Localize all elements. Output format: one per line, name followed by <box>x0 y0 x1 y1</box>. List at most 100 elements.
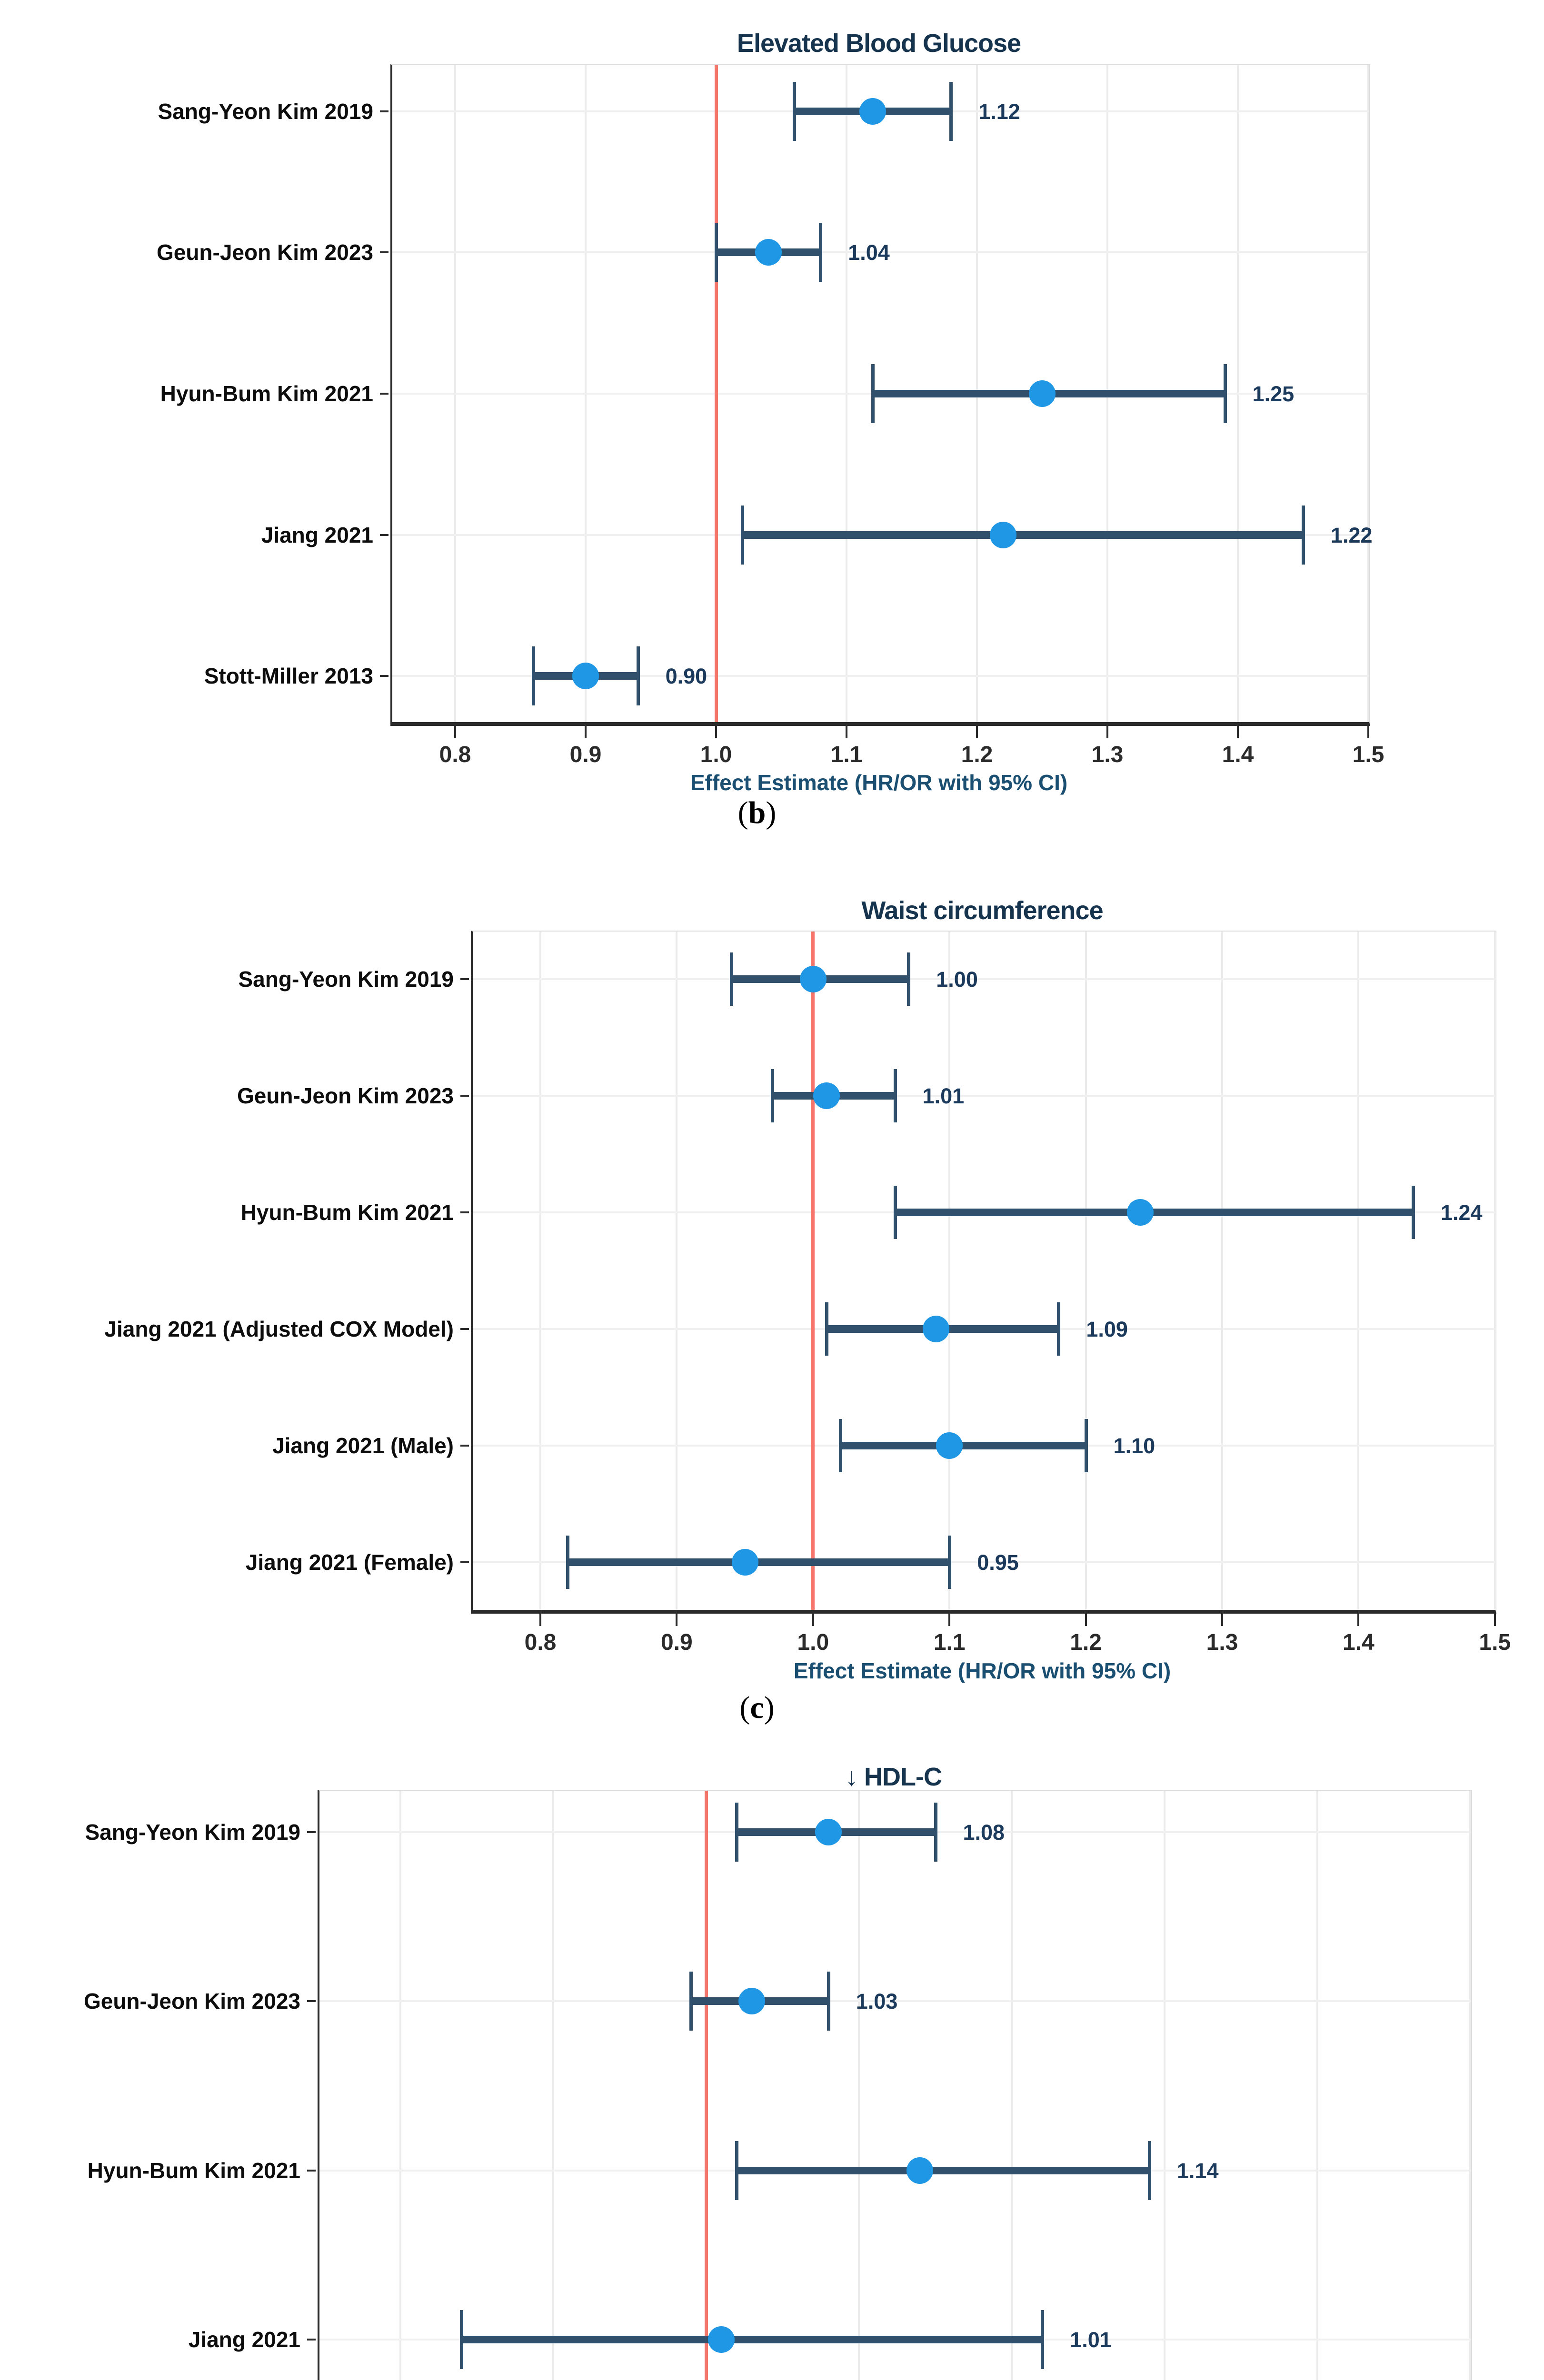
row-gridline <box>473 1094 1495 1097</box>
study-label: Jiang 2021 (Adjusted COX Model) <box>104 1317 454 1342</box>
y-tick-mark <box>307 2169 316 2172</box>
x-tick-label: 1.3 <box>1091 742 1124 767</box>
ci-bar <box>737 2166 1149 2174</box>
ci-cap-upper <box>827 1972 830 2031</box>
x-gridline <box>1011 1791 1013 2380</box>
y-tick-mark <box>460 1094 469 1097</box>
point-marker <box>731 1549 758 1576</box>
study-label: Jiang 2021 (Male) <box>272 1433 454 1458</box>
x-tick-mark <box>715 726 717 738</box>
y-tick-mark <box>307 2339 316 2341</box>
ci-cap-upper <box>1057 1302 1061 1356</box>
x-tick-mark <box>676 1614 678 1626</box>
ci-cap-lower <box>729 952 733 1006</box>
study-label: Geun-Jeon Kim 2023 <box>237 1083 454 1108</box>
ci-cap-lower <box>793 81 797 141</box>
x-tick-mark <box>1085 1614 1087 1626</box>
ci-cap-lower <box>735 2141 739 2200</box>
x-tick-mark <box>1357 1614 1360 1626</box>
x-tick-mark <box>1367 726 1369 738</box>
x-tick-mark <box>1237 726 1239 738</box>
x-tick-mark <box>539 1614 541 1626</box>
x-gridline <box>1357 932 1360 1610</box>
ci-cap-upper <box>893 1069 897 1122</box>
x-tick-label: 1.0 <box>797 1630 829 1655</box>
x-tick-label: 1.4 <box>1222 742 1254 767</box>
y-tick-mark <box>380 110 388 112</box>
point-marker <box>936 1432 963 1459</box>
row-gridline <box>392 251 1369 254</box>
x-gridline <box>1221 932 1223 1610</box>
x-tick-label: 0.9 <box>569 742 602 767</box>
ci-cap-lower <box>871 364 875 423</box>
y-tick-mark <box>307 1831 316 1833</box>
study-label: Jiang 2021 <box>261 522 373 547</box>
ci-cap-upper <box>819 223 823 282</box>
ci-cap-upper <box>934 1802 937 1862</box>
ci-bar <box>840 1442 1086 1450</box>
ci-cap-upper <box>907 952 911 1006</box>
y-tick-mark <box>380 251 388 254</box>
point-marker <box>738 1988 766 2015</box>
value-label: 0.95 <box>977 1550 1019 1575</box>
study-label: Sang-Yeon Kim 2019 <box>238 966 454 992</box>
chart-d-title: ↓ HDL-C <box>845 1762 942 1791</box>
ci-cap-lower <box>532 646 536 706</box>
point-marker <box>708 2326 735 2353</box>
value-label: 0.90 <box>665 664 707 689</box>
ci-cap-lower <box>839 1419 843 1473</box>
x-tick-label: 1.4 <box>1343 1630 1375 1655</box>
ci-cap-lower <box>740 505 744 565</box>
y-tick-mark <box>460 978 469 980</box>
x-gridline <box>552 1791 554 2380</box>
x-gridline <box>1469 1791 1471 2380</box>
x-tick-label: 1.0 <box>700 742 732 767</box>
point-marker <box>813 1082 840 1109</box>
chart-c-title: Waist circumference <box>861 896 1103 925</box>
chart-b-x-axis-label: Effect Estimate (HR/OR with 95% CI) <box>690 770 1068 795</box>
chart-b-plot-area: 0.8 0.9 1.0 1.1 1.2 1.3 1.4 1.5 Sang-Yeon Kim 20… <box>157 64 1384 767</box>
chart-c-x-axis-label: Effect Estimate (HR/OR with 95% CI) <box>793 1658 1171 1683</box>
ci-cap-lower <box>893 1185 897 1239</box>
ci-cap-upper <box>1084 1419 1088 1473</box>
y-tick-mark <box>380 675 388 677</box>
x-gridline <box>539 932 541 1610</box>
x-gridline <box>676 932 678 1610</box>
point-marker <box>799 965 827 992</box>
value-label: 1.12 <box>978 99 1020 124</box>
point-marker <box>1127 1199 1154 1226</box>
study-label: Stott-Miller 2013 <box>204 664 373 689</box>
ci-bar <box>568 1558 950 1567</box>
x-tick-label: 0.9 <box>661 1630 693 1655</box>
point-marker <box>922 1316 949 1343</box>
value-label: 1.01 <box>922 1083 965 1108</box>
ci-cap-lower <box>825 1302 829 1356</box>
y-tick-mark <box>380 393 388 395</box>
ci-cap-upper <box>1041 2310 1045 2370</box>
value-label: 1.09 <box>1086 1317 1128 1342</box>
point-marker <box>906 2157 934 2184</box>
x-tick-label: 1.5 <box>1479 1630 1511 1655</box>
y-tick-mark <box>460 1445 469 1447</box>
value-label: 1.25 <box>1252 382 1295 406</box>
value-label: 1.03 <box>856 1989 898 2014</box>
x-tick-mark <box>846 726 847 738</box>
x-tick-label: 0.8 <box>439 742 471 767</box>
study-label: Hyun-Bum Kim 2021 <box>87 2158 300 2183</box>
x-gridline <box>1164 1791 1165 2380</box>
ci-cap-lower <box>770 1069 774 1122</box>
ci-cap-lower <box>735 1802 739 1862</box>
x-tick-label: 1.1 <box>830 742 863 767</box>
row-gridline <box>473 1561 1495 1564</box>
x-gridline <box>1316 1791 1318 2380</box>
value-label: 1.04 <box>848 240 890 265</box>
point-marker <box>1029 380 1056 407</box>
chart-c-caption: (c) <box>739 1690 775 1725</box>
value-label: 1.10 <box>1113 1434 1156 1458</box>
chart-b-caption: (b) <box>737 795 777 830</box>
x-gridline <box>858 1791 860 2380</box>
point-marker <box>572 663 599 690</box>
ci-cap-lower <box>460 2310 464 2370</box>
x-tick-label: 1.3 <box>1206 1630 1238 1655</box>
